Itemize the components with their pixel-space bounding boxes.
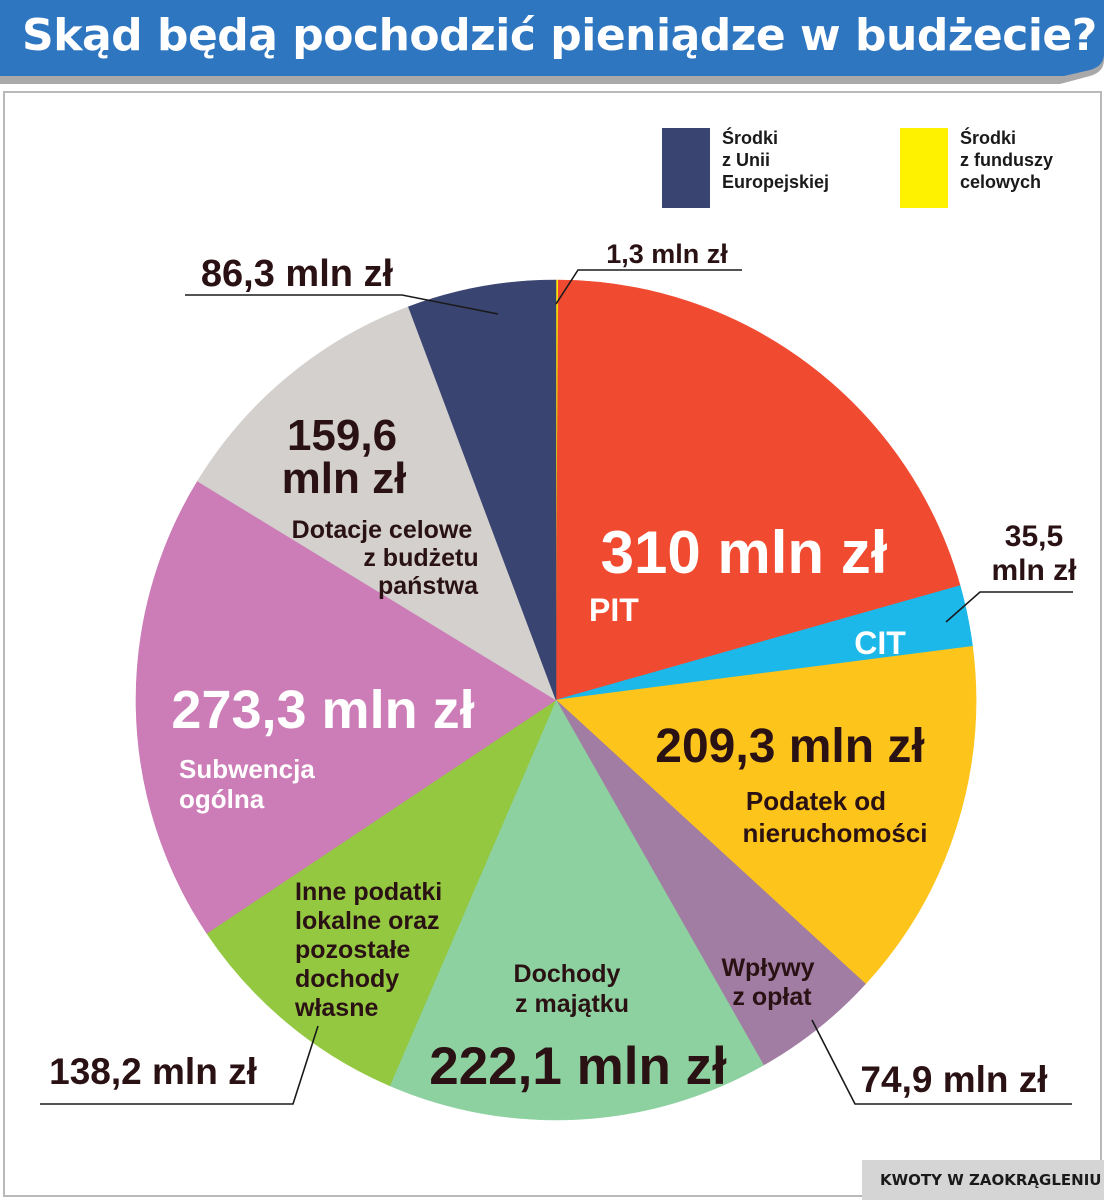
label-fees-name-2: z opłat (732, 983, 812, 1011)
label-other-name: Inne podatki lokalne oraz pozostałe doch… (294, 878, 449, 1022)
slice-labels: 86,3 mln zł 1,3 mln zł 310 mln zł PIT 35… (49, 239, 1077, 1100)
label-fees-name-1: Wpływy (721, 954, 814, 982)
leader-line-funds (555, 269, 742, 305)
pie-slice-1 (555, 279, 961, 701)
label-cit-value-2: mln zł (991, 554, 1077, 587)
header: Skąd będą pochodzić pieniądze w budżecie… (0, 0, 1104, 100)
header-banner (0, 0, 1104, 84)
label-cit-name: CIT (854, 625, 906, 661)
label-assets-name-1: Dochody (514, 960, 621, 988)
label-pit-value: 310 mln zł (601, 519, 888, 586)
page-title: Skąd będą pochodzić pieniądze w budżecie… (22, 10, 1097, 61)
label-funds-value: 1,3 mln zł (606, 239, 728, 269)
pie-slices (135, 279, 977, 1121)
label-eu-value: 86,3 mln zł (201, 253, 394, 295)
label-grants-name-2: z budżetu (363, 544, 478, 572)
footnote-box: KWOTY W ZAOKRĄGLENIU (862, 1160, 1104, 1200)
label-assets-value: 222,1 mln zł (429, 1037, 727, 1096)
label-pit-name: PIT (589, 592, 639, 628)
legend-swatch-eu (662, 128, 710, 208)
legend-swatch-funds (900, 128, 948, 208)
legend: Środki z Unii Europejskiej Środki z fund… (662, 127, 1058, 208)
label-other-value: 138,2 mln zł (49, 1051, 257, 1092)
label-grants-name-1: Dotacje celowe (292, 516, 473, 544)
leader-line-cit (945, 591, 1073, 623)
label-property-name-2: nieruchomości (743, 818, 928, 848)
chart-frame (3, 91, 1102, 1197)
legend-label-funds: Środki z funduszy celowych (960, 127, 1058, 192)
pie-slice-3 (555, 645, 977, 985)
leader-lines (40, 269, 1073, 1105)
leader-line-eu (185, 294, 499, 315)
label-property-name-1: Podatek od (746, 786, 886, 816)
pie-slice-6 (206, 699, 557, 1087)
pie-slice-8 (197, 306, 557, 701)
pie-slice-9 (408, 279, 557, 701)
pie-slice-5 (389, 699, 764, 1121)
label-grants-name-3: państwa (378, 572, 479, 600)
pie-slice-7 (135, 480, 557, 934)
leader-line-fees (811, 1019, 1072, 1105)
label-fees-value: 74,9 mln zł (860, 1059, 1047, 1100)
label-subsidy-name-2: ogólna (179, 784, 265, 814)
label-cit-value-1: 35,5 (1005, 520, 1063, 553)
legend-label-eu: Środki z Unii Europejskiej (722, 127, 829, 192)
label-grants-value-2: mln zł (282, 454, 407, 503)
footnote-text: KWOTY W ZAOKRĄGLENIU (880, 1171, 1102, 1189)
label-subsidy-value: 273,3 mln zł (171, 680, 474, 740)
label-grants-value-1: 159,6 (287, 411, 397, 460)
leader-line-other (40, 1025, 319, 1105)
label-subsidy-name-1: Subwencja (179, 754, 315, 784)
label-assets-name-2: z majątku (515, 990, 629, 1018)
label-property-value: 209,3 mln zł (655, 720, 924, 773)
